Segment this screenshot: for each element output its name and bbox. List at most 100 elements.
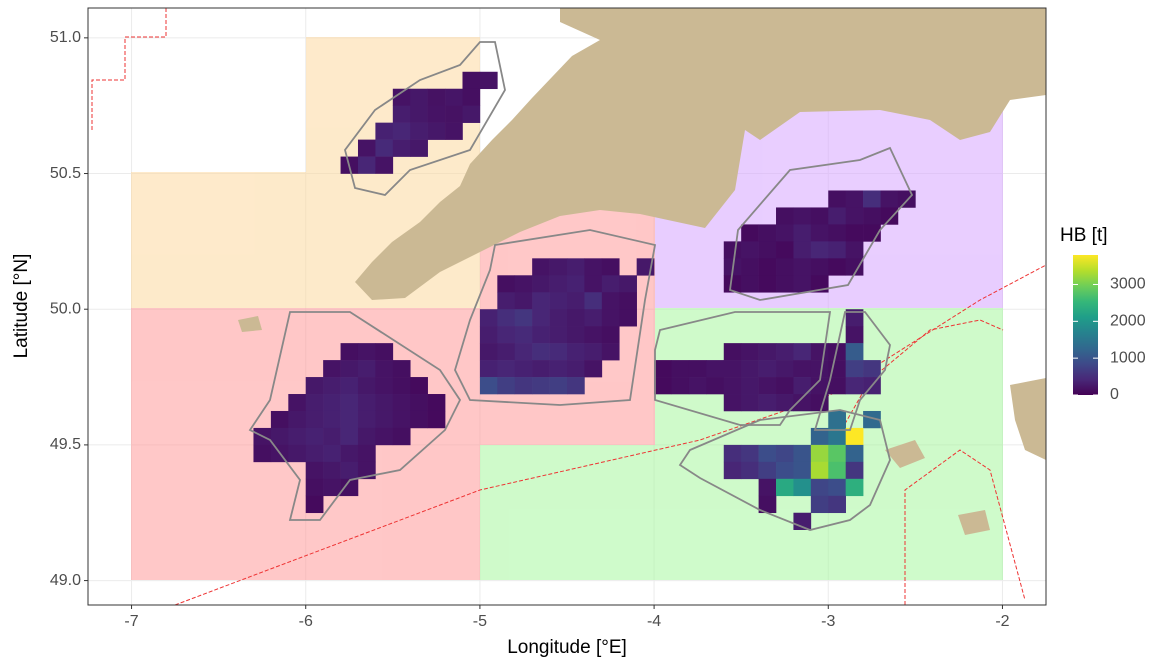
cell xyxy=(741,343,759,361)
cell xyxy=(323,427,341,446)
legend: 0 1000 2000 3000 xyxy=(1073,276,1146,403)
cell xyxy=(654,360,672,378)
cell xyxy=(410,88,428,106)
cell xyxy=(584,275,603,293)
cell xyxy=(845,444,864,463)
cell xyxy=(723,394,742,412)
boundary xyxy=(829,319,1004,451)
cell xyxy=(323,461,341,480)
cell xyxy=(410,105,428,123)
cell xyxy=(793,377,812,395)
cell xyxy=(549,343,568,361)
cell xyxy=(305,495,324,514)
cell xyxy=(479,360,498,378)
cell xyxy=(584,360,603,378)
cell xyxy=(323,444,341,463)
cell xyxy=(845,309,864,327)
colorbar xyxy=(1073,255,1098,395)
cell xyxy=(462,71,481,90)
cell xyxy=(845,326,864,344)
cell xyxy=(340,377,359,395)
cell xyxy=(375,427,394,446)
cell xyxy=(357,343,376,361)
cell xyxy=(549,377,568,395)
cell xyxy=(810,241,829,259)
cell xyxy=(741,224,759,242)
cell xyxy=(532,258,550,276)
cell xyxy=(776,461,794,480)
cell xyxy=(392,360,411,378)
cell xyxy=(497,326,516,344)
x-tick-label: -4 xyxy=(647,613,661,630)
cell xyxy=(305,394,324,412)
cell xyxy=(810,444,829,463)
cell xyxy=(375,410,394,429)
cell xyxy=(532,326,550,344)
cell xyxy=(828,224,846,242)
cell xyxy=(723,444,742,463)
outline xyxy=(454,229,657,406)
cell xyxy=(845,258,864,276)
cell xyxy=(810,427,829,446)
cell xyxy=(288,394,307,412)
cell xyxy=(741,360,759,378)
cell xyxy=(357,394,376,412)
cell xyxy=(880,207,899,225)
cell xyxy=(776,360,794,378)
cell xyxy=(410,377,428,395)
cell xyxy=(584,326,603,344)
cell xyxy=(479,343,498,361)
cell xyxy=(410,394,428,412)
cell xyxy=(392,122,411,140)
cell xyxy=(810,258,829,276)
cell xyxy=(427,394,446,412)
cell xyxy=(305,444,324,463)
cell xyxy=(776,207,794,225)
cell xyxy=(810,360,829,378)
cell xyxy=(758,224,777,242)
cell xyxy=(427,122,446,140)
cell xyxy=(828,258,846,276)
boundary xyxy=(174,264,1046,605)
cell xyxy=(514,343,533,361)
cell xyxy=(793,343,812,361)
y-tick-label: 50.0 xyxy=(50,300,81,317)
y-tick-label: 50.5 xyxy=(50,165,81,182)
cell xyxy=(758,258,777,276)
cell xyxy=(845,427,864,446)
cell xyxy=(497,292,516,310)
cell xyxy=(567,326,585,344)
cell xyxy=(619,309,637,327)
cell xyxy=(549,360,568,378)
cell xyxy=(584,292,603,310)
cell xyxy=(810,207,829,225)
cell xyxy=(741,275,759,293)
cell xyxy=(375,139,394,157)
cell xyxy=(253,444,272,463)
cell xyxy=(357,410,376,429)
cell xyxy=(654,377,672,395)
cell xyxy=(723,360,742,378)
cell xyxy=(601,258,620,276)
cell xyxy=(584,309,603,327)
cell xyxy=(392,105,411,123)
cell xyxy=(479,309,498,327)
cell xyxy=(305,377,324,395)
cell xyxy=(776,241,794,259)
cell xyxy=(462,88,481,106)
x-tick-label: -6 xyxy=(299,613,313,630)
cell xyxy=(776,394,794,412)
outline xyxy=(813,311,891,431)
cell xyxy=(357,139,376,157)
cell xyxy=(776,275,794,293)
cell xyxy=(863,207,881,225)
colorbar-label: 0 xyxy=(1110,386,1119,403)
cell xyxy=(828,495,846,514)
cell xyxy=(776,343,794,361)
cell xyxy=(323,394,341,412)
cell xyxy=(845,190,864,208)
cell xyxy=(793,275,812,293)
cell xyxy=(671,360,690,378)
cell xyxy=(793,444,812,463)
cell xyxy=(793,224,812,242)
